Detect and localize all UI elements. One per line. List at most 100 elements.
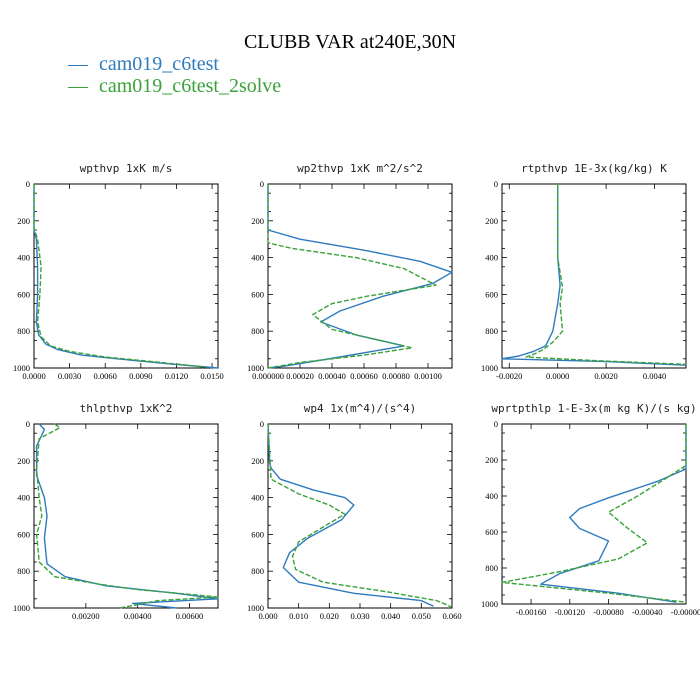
panel-title: wpthvp 1xK m/s (80, 162, 173, 175)
panel-4: thlpthvp 1xK^2 0 200 400 600 800 1000 0.00200 0.… (13, 402, 219, 621)
y-tick-label: 200 (485, 216, 498, 226)
series-line-c6test (33, 184, 219, 369)
y-tick-label: 600 (251, 529, 264, 539)
series-line-c6test-2solve (33, 184, 207, 368)
x-tick-label: 0.00600 (176, 611, 204, 621)
x-tick-label: -0.00120 (555, 607, 585, 617)
panel-title: wp2thvp 1xK m^2/s^2 (297, 162, 423, 175)
x-tick-label: -0.00040 (632, 607, 662, 617)
y-tick-label: 200 (485, 455, 498, 465)
y-tick-label: 200 (17, 456, 30, 466)
series-line-c6test (267, 184, 453, 369)
y-tick-label: 600 (485, 289, 498, 299)
x-tick-label: -0.00080 (593, 607, 623, 617)
y-tick-label: 400 (251, 493, 264, 503)
legend-label-2: cam019_c6test_2solve (99, 75, 281, 97)
y-tick-label: 1000 (481, 599, 498, 609)
x-tick-label: 0.00020 (286, 371, 314, 381)
y-tick-label: 800 (251, 566, 264, 576)
x-tick-label: 0.0150 (200, 371, 223, 381)
y-tick-label: 600 (485, 527, 498, 537)
x-tick-label: 0.00400 (124, 611, 152, 621)
y-tick-label: 200 (251, 456, 264, 466)
series-line-c6test-2solve (525, 184, 687, 365)
x-tick-label: 0.00080 (382, 371, 410, 381)
x-tick-label: 0.00200 (72, 611, 100, 621)
legend-marker-2: — (67, 75, 89, 97)
y-tick-label: 1000 (13, 363, 30, 373)
x-tick-label: 0.0020 (594, 371, 617, 381)
panel-2: wp2thvp 1xK m^2/s^2020040060080010000.00… (247, 162, 453, 381)
legend-marker-1: — (67, 53, 89, 75)
y-tick-label: 800 (485, 326, 498, 336)
x-tick-label: 0.030 (350, 611, 369, 621)
y-tick-label: 0 (26, 419, 30, 429)
series-line-c6test-2solve (267, 184, 437, 369)
panel-frame (501, 423, 687, 605)
x-tick-label: -0.00000 (671, 607, 700, 617)
y-tick-label: 600 (251, 289, 264, 299)
x-tick-label: 0.040 (381, 611, 400, 621)
y-tick-label: 0 (260, 419, 264, 429)
figure-title: CLUBB VAR at240E,30N (244, 31, 456, 53)
y-tick-label: 800 (485, 563, 498, 573)
y-tick-label: 200 (17, 216, 30, 226)
panel-title: rtpthvp 1E-3x(kg/kg) K (521, 162, 667, 175)
x-tick-label: 0.0040 (643, 371, 666, 381)
y-tick-label: 800 (17, 326, 30, 336)
x-tick-label: -0.00160 (516, 607, 546, 617)
legend-entry-2: — cam019_c6test_2solve (67, 75, 281, 97)
y-tick-label: 0 (26, 179, 30, 189)
x-tick-label: 0.0000 (546, 371, 569, 381)
panel-title: wp4 1x(m^4)/(s^4) (304, 402, 417, 415)
x-tick-label: 0.060 (442, 611, 461, 621)
series-line-c6test (267, 423, 434, 607)
y-tick-label: 600 (17, 529, 30, 539)
x-tick-label: 0.000000 (252, 371, 284, 381)
y-tick-label: 1000 (481, 363, 498, 373)
x-tick-label: 0.0060 (94, 371, 117, 381)
y-tick-label: 0 (260, 179, 264, 189)
y-tick-label: 400 (17, 493, 30, 503)
x-tick-label: 0.020 (320, 611, 339, 621)
panel-frame (267, 423, 453, 609)
x-tick-label: 0.010 (289, 611, 308, 621)
x-tick-label: 0.050 (412, 611, 431, 621)
series-line-c6test-2solve (267, 423, 453, 608)
y-tick-label: 1000 (247, 603, 264, 613)
y-tick-label: 800 (251, 326, 264, 336)
y-tick-label: 1000 (13, 603, 30, 613)
x-tick-label: 0.00100 (414, 371, 442, 381)
x-tick-label: 0.0000 (22, 371, 45, 381)
x-tick-label: -0.0020 (496, 371, 522, 381)
series-line-c6test (35, 423, 219, 609)
x-tick-label: 0.000 (258, 611, 277, 621)
legend-label-1: cam019_c6test (99, 53, 219, 75)
y-tick-label: 1000 (247, 363, 264, 373)
legend: — cam019_c6test — cam019_c6test_2solve (67, 53, 281, 97)
x-tick-label: 0.00040 (318, 371, 346, 381)
x-tick-label: 0.00060 (350, 371, 378, 381)
legend-entry-1: — cam019_c6test (67, 53, 219, 75)
y-tick-label: 400 (485, 253, 498, 263)
y-tick-label: 800 (17, 566, 30, 576)
y-tick-label: 0 (494, 419, 498, 429)
series-line-c6test (501, 184, 687, 366)
panel-6: wprtpthlp 1-E-3x(m kg K)/(s kg) 0 200 400 60… (481, 402, 700, 617)
panel-frame (33, 423, 219, 609)
y-tick-label: 200 (251, 216, 264, 226)
panel-title: wprtpthlp 1-E-3x(m kg K)/(s kg) (491, 402, 696, 415)
y-tick-label: 400 (17, 253, 30, 263)
y-tick-label: 0 (494, 179, 498, 189)
panel-frame (33, 183, 219, 369)
panel-frame (501, 183, 687, 369)
panel-3: rtpthvp 1E-3x(kg/kg) K 0 200 400 600 800 1000-… (481, 162, 687, 381)
x-tick-label: 0.0030 (58, 371, 81, 381)
panel-title: thlpthvp 1xK^2 (80, 402, 173, 415)
x-tick-label: 0.0120 (165, 371, 188, 381)
series-line-c6test (540, 424, 687, 603)
